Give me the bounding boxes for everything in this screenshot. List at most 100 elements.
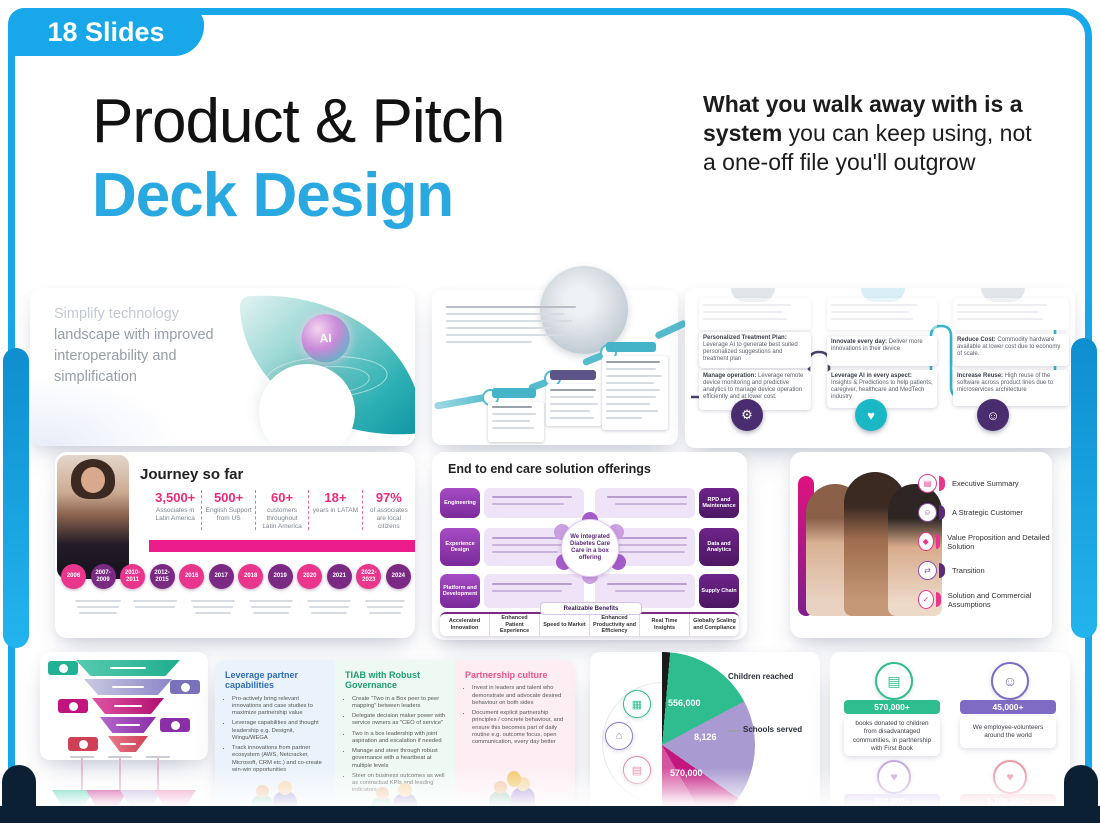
- path-card-body: Leverage remote device monitoring and pr…: [703, 373, 804, 400]
- agenda-row-2: ☺ A Strategic Customer: [918, 503, 1023, 522]
- timeline-year: 2007- 2009: [90, 564, 116, 589]
- stat-label: customers throughout Latin America: [262, 507, 302, 530]
- path-card-1: Personalized Treatment Plan: Leverage AI…: [699, 332, 811, 368]
- simplify-heading: Simplify technology landscape with impro…: [54, 304, 244, 388]
- step-card-3: [602, 356, 668, 430]
- funnel-tab-icon-4: [160, 718, 190, 732]
- path-card-title: Manage operation:: [703, 373, 757, 379]
- timeline-year: 2020: [297, 564, 323, 589]
- col-bullets: Pro-actively bring relevant innovations …: [225, 696, 327, 774]
- bus-icon: ▦: [623, 690, 651, 718]
- benefit-item: Speed to Market: [540, 614, 590, 636]
- care-center-circle: We integrated Diabetes Care Care in a bo…: [561, 519, 619, 577]
- col-title: Partnership culture: [465, 670, 548, 680]
- text-line: [446, 334, 566, 336]
- agenda-label: Solution and Commercial Assumptions: [947, 590, 1032, 609]
- text-line: [446, 313, 564, 315]
- tagline-rest: you can keep using, not a one-off file y…: [703, 120, 1032, 176]
- timeline-captions: [69, 598, 409, 624]
- step-label-pill-2: [550, 370, 596, 380]
- value-icon: ◆: [918, 532, 934, 551]
- stat-value: 60+: [270, 490, 294, 505]
- stat-card-value-1: 570,000+: [844, 700, 940, 714]
- path-card-title: Increase Reuse:: [957, 373, 1004, 379]
- timeline-year: 2021: [326, 564, 352, 589]
- agenda-label: A Strategic Customer: [952, 508, 1023, 517]
- care-text-bar: [595, 574, 695, 608]
- text-line: [446, 320, 572, 322]
- half-ring-accent: [935, 534, 941, 549]
- funnel-layer-1: [76, 660, 180, 676]
- path-card-6: Increase Reuse: High reuse of the softwa…: [953, 370, 1069, 406]
- slide-simplify-technology: Simplify technology landscape with impro…: [30, 288, 415, 446]
- slide-count-label: 18 Slides: [47, 16, 165, 47]
- care-text-bar: [484, 488, 584, 518]
- tab-dot: [58, 663, 68, 673]
- agenda-label: Value Proposition and Detailed Solution: [947, 532, 1050, 551]
- stat-item: 97% of associates are local citizens: [363, 490, 415, 530]
- col-bullets: Invest in leaders and talent who demonst…: [465, 685, 567, 746]
- path-card-title: Reduce Cost:: [957, 337, 996, 343]
- stat-card-text-2: We employee-volunteers around the world: [960, 716, 1056, 748]
- slide-funnel: [40, 652, 208, 760]
- path-card-body: Insights & Predictions to help patients,…: [831, 379, 933, 400]
- bullet: Delegate decision maker power with servi…: [352, 713, 447, 727]
- benefit-item: Accelerated Innovation: [440, 614, 490, 636]
- journey-title: Journey so far: [140, 466, 244, 483]
- funnel-tab-icon-1: [48, 661, 78, 675]
- path-card-title: Leverage AI in every aspect:: [831, 373, 912, 379]
- timeline-year: 2006: [61, 564, 86, 589]
- timeline-year: 2016: [179, 564, 205, 589]
- care-right-label-3: Supply Chain: [699, 574, 739, 608]
- benefits-title-pill: Realizable Benefits: [540, 602, 642, 615]
- care-text-bar: [595, 488, 695, 518]
- path-card-faded: [699, 298, 811, 330]
- half-ring-accent: [939, 563, 945, 578]
- path-card-body: Leverage AI to generate best suited pers…: [703, 341, 798, 362]
- tab-dot: [180, 682, 190, 692]
- pie-label-children: Children reached: [728, 672, 794, 681]
- timeline-year: 2024: [385, 564, 411, 589]
- tab-dot: [68, 701, 78, 711]
- care-title: End to end care solution offerings: [448, 462, 651, 476]
- slide-agenda: ▤ Executive Summary ☺ A Strategic Custom…: [790, 452, 1052, 638]
- agenda-row-3: ◆ Value Proposition and Detailed Solutio…: [918, 532, 1052, 551]
- volunteers-icon: ☺: [991, 662, 1029, 700]
- care-center-graphic: We integrated Diabetes Care Care in a bo…: [554, 512, 626, 584]
- funnel-tab-icon-3: [58, 699, 88, 713]
- leader-line-schools: [728, 730, 740, 732]
- care-left-label-1: Engineering: [440, 488, 480, 518]
- decor-blob: [861, 288, 905, 302]
- spokesperson-photo: [57, 455, 129, 579]
- slide-count-badge: 18 Slides: [8, 8, 204, 56]
- col-title: TIAB with Robust Governance: [345, 670, 420, 691]
- stat-value: 500+: [213, 490, 244, 505]
- funnel-layer-4: [100, 717, 156, 733]
- agenda-photo-group: [798, 466, 942, 624]
- funnel-layer-3: [92, 698, 164, 714]
- tab-dot: [78, 739, 88, 749]
- bullet: Leverage capabilities and thought leader…: [232, 720, 327, 742]
- funnel-layer-2: [84, 679, 172, 695]
- benefit-item: Globally Scaling and Compliance: [693, 618, 736, 631]
- stat-card-text-1: books donated to children from disadvant…: [844, 716, 940, 756]
- checklist-icon: ✓: [918, 590, 934, 609]
- path-card-body: High reuse of the software across produc…: [957, 373, 1054, 393]
- bullet: Invest in leaders and talent who demonst…: [472, 685, 567, 707]
- path-card-title: Personalized Treatment Plan:: [703, 335, 787, 341]
- slide-roadmap-steps: [432, 266, 688, 445]
- care-left-label-2: Experience Design: [440, 528, 480, 566]
- path-card-faded: [953, 298, 1069, 330]
- funnel-tab-icon-2: [170, 680, 200, 694]
- path-card-3: Innovate every day: Deliver more innovat…: [827, 336, 937, 366]
- ai-sphere-label: AI: [319, 330, 332, 346]
- pie-label-schools: Schools served: [743, 725, 803, 734]
- stat-item: 60+ customers throughout Latin America: [256, 490, 310, 531]
- tab-dot: [170, 720, 180, 730]
- path-card-5: Reduce Cost: Commodity hardware availabl…: [953, 334, 1069, 366]
- stat-item: 500+ English Support from US: [202, 490, 256, 531]
- title-line-2: Deck Design: [92, 161, 454, 230]
- bullet: Manage and steer through robust governan…: [352, 748, 447, 770]
- school-icon: ⌂: [605, 722, 633, 750]
